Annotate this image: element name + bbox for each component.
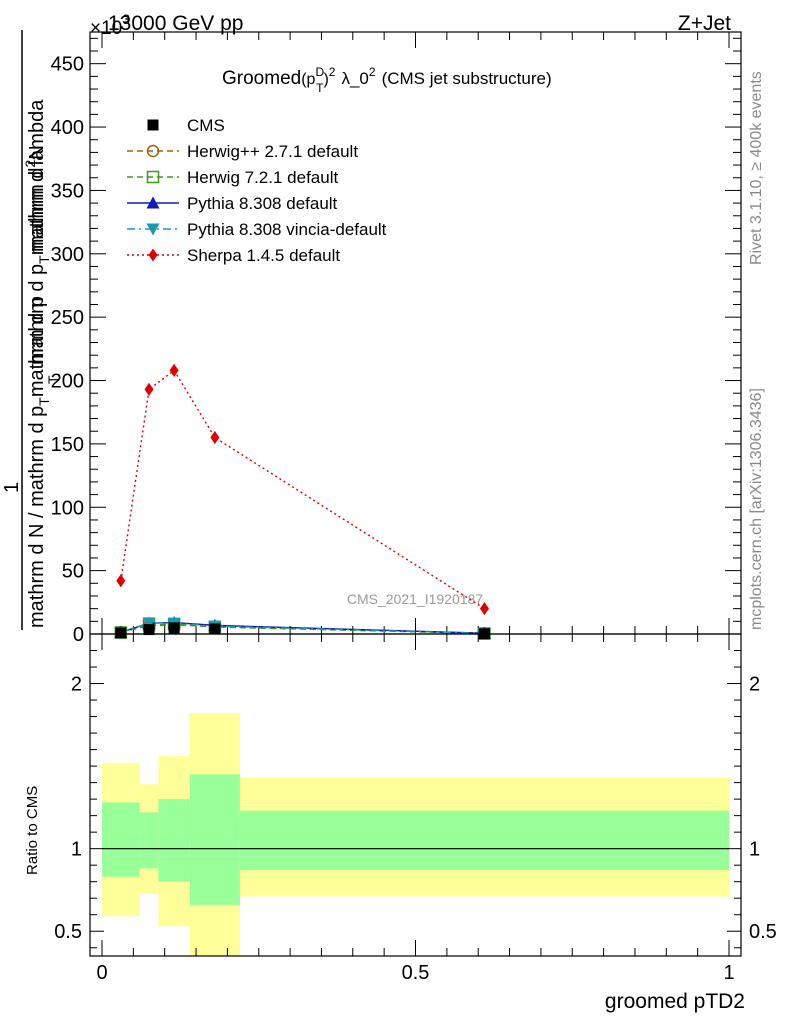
y-label-denominator: mathrm d N / mathrm d pTmathrm d p bbox=[26, 296, 52, 628]
main-ytick-label-7: 350 bbox=[51, 180, 84, 202]
energy-label: 13000 GeV pp bbox=[108, 12, 243, 35]
ratio-stat-band-0 bbox=[102, 802, 140, 877]
ratio-ytick-label-left-1: 1 bbox=[71, 839, 82, 861]
main-ytick-label-6: 300 bbox=[51, 244, 84, 266]
legend-entry-5: Sherpa 1.4.5 default bbox=[127, 246, 340, 265]
main-ytick-label-5: 250 bbox=[51, 307, 84, 329]
y-label-numerator: mathrm d2N bbox=[22, 145, 48, 252]
xtick-label-2: 1 bbox=[723, 962, 734, 984]
legend-entry-3: Pythia 8.308 default bbox=[127, 194, 338, 213]
legend-marker-4 bbox=[146, 223, 160, 236]
y-label-subscript-t: T bbox=[45, 375, 61, 384]
series-point-0-0 bbox=[115, 627, 127, 639]
y-label-inner-denominator: mathrm d pTmathrm d lambda bbox=[26, 99, 52, 365]
ratio-stat-band-1 bbox=[139, 812, 159, 869]
main-ytick-label-3: 150 bbox=[51, 434, 84, 456]
xtick-label-0: 0 bbox=[96, 962, 107, 984]
ratio-stat-band-2 bbox=[158, 799, 190, 882]
ratio-ytick-label-left-2: 2 bbox=[71, 674, 82, 696]
xtick-label-1: 0.5 bbox=[402, 962, 430, 984]
legend-marker-1 bbox=[146, 144, 160, 158]
main-ytick-label-4: 200 bbox=[51, 371, 84, 393]
ratio-stat-band-4 bbox=[239, 810, 729, 871]
y-label-one: 1 bbox=[1, 482, 23, 493]
chart-title: Groomed(pD T)2 λ_02 (CMS jet substructure) bbox=[222, 65, 552, 95]
main-ytick-label-2: 100 bbox=[51, 497, 84, 519]
series-line-5 bbox=[120, 369, 485, 610]
main-ytick-label-9: 450 bbox=[51, 54, 84, 76]
legend-entry-1: Herwig++ 2.7.1 default bbox=[127, 142, 358, 161]
legend-entry-2: Herwig 7.2.1 default bbox=[127, 168, 338, 187]
main-panel: 0 50 100 150 200 250 300 350 400 450 bbox=[51, 31, 742, 646]
series-point-0-3 bbox=[209, 623, 221, 635]
process-label: Z+Jet bbox=[678, 12, 731, 35]
ratio-ytick-label-right-0: 0.5 bbox=[749, 921, 777, 943]
legend-marker-2 bbox=[146, 170, 160, 184]
ratio-ytick-label-right-1: 1 bbox=[749, 839, 760, 861]
legend-marker-3 bbox=[146, 196, 160, 209]
rivet-version-label: Rivet 3.1.10, ≥ 400k events bbox=[748, 71, 765, 265]
series-point-5-0 bbox=[116, 574, 126, 588]
ratio-ytick-label-left-0: 0.5 bbox=[54, 921, 82, 943]
legend-label-0: CMS bbox=[187, 116, 225, 135]
ratio-ytick-label-right-2: 2 bbox=[749, 674, 760, 696]
legend-label-2: Herwig 7.2.1 default bbox=[187, 168, 338, 187]
ratio-stat-band-3 bbox=[189, 774, 240, 905]
series-point-5-3 bbox=[210, 431, 220, 445]
series-point-5-2 bbox=[169, 363, 179, 377]
main-ytick-label-8: 400 bbox=[51, 117, 84, 139]
main-ytick-label-0: 0 bbox=[73, 624, 84, 646]
ratio-panel: 0.5 0.5 1 1 2 2 0 0.5 1 bbox=[54, 633, 777, 984]
main-y-axis-label: 1 mathrm d N / mathrm d pTmathrm d p mat… bbox=[1, 30, 61, 630]
series-point-4-1 bbox=[142, 617, 156, 630]
legend-label-1: Herwig++ 2.7.1 default bbox=[187, 142, 358, 161]
series-5 bbox=[116, 363, 489, 616]
legend: CMS Herwig++ 2.7.1 default Herwig 7.2.1 de… bbox=[127, 116, 387, 265]
x-axis-label: groomed pTD2 bbox=[605, 990, 745, 1013]
series-point-5-1 bbox=[144, 382, 154, 396]
legend-label-3: Pythia 8.308 default bbox=[187, 194, 338, 213]
analysis-watermark: CMS_2021_I1920187 bbox=[347, 591, 483, 607]
series-0 bbox=[115, 622, 490, 640]
legend-label-4: Pythia 8.308 vincia-default bbox=[187, 220, 387, 239]
scale-factor-label: ×103 bbox=[90, 11, 130, 39]
mcplots-reference-label: mcplots.cern.ch [arXiv:1306.3436] bbox=[748, 388, 765, 630]
legend-marker-0 bbox=[147, 119, 159, 131]
legend-marker-5 bbox=[148, 248, 158, 262]
series-point-0-2 bbox=[168, 622, 180, 634]
legend-entry-0: CMS bbox=[147, 116, 225, 135]
legend-label-5: Sherpa 1.4.5 default bbox=[187, 246, 340, 265]
series-point-0-1 bbox=[143, 624, 155, 636]
ratio-y-axis-label: Ratio to CMS bbox=[24, 786, 41, 875]
series-point-5-4 bbox=[479, 602, 489, 616]
legend-entry-4: Pythia 8.308 vincia-default bbox=[127, 220, 387, 239]
main-ytick-label-1: 50 bbox=[62, 561, 84, 583]
